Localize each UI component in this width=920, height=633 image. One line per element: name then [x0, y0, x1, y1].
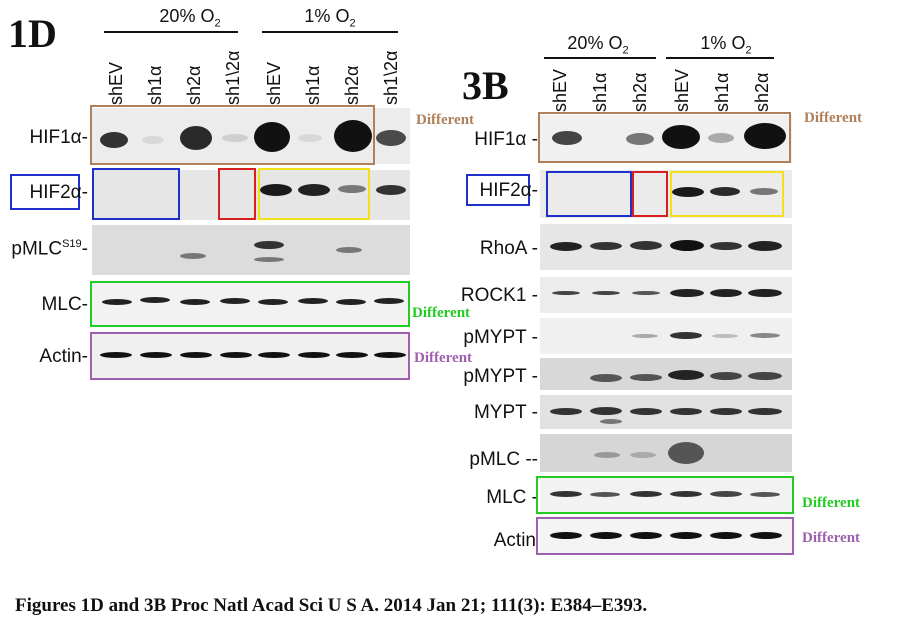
panel-3b-header-1: 1% O2 [700, 33, 752, 57]
panel-1d-blot-hif1a [92, 108, 410, 164]
panel-3b-mlc-different-tag: Different [802, 495, 861, 511]
panel-1d-mlc-highlight [90, 281, 410, 327]
panel-3b-blot-mlc [540, 478, 792, 512]
panel-1d-hif2a-label-box [10, 174, 80, 210]
panel-1d-row-mlc: MLC- [41, 294, 88, 315]
panel-3b-blot-pmypt2 [540, 358, 792, 390]
panel-1d-lane: sh2α [342, 65, 362, 105]
panel-1d-label: 1D [8, 11, 57, 56]
panel-1d-hif1a-different-tag: Different [416, 112, 475, 128]
panel-1d-lane: shEV [106, 61, 126, 105]
panel-3b-row-hif2a: HIF2α- [479, 180, 539, 201]
panel-1d-hif2a-yellow-highlight [258, 168, 370, 220]
figure-caption: Figures 1D and 3B Proc Natl Acad Sci U S… [15, 595, 648, 616]
panel-1d-row-hif1a: HIF1α- [29, 127, 89, 148]
panel-1d-mlc-different-tag: Different [412, 305, 471, 321]
panel-3b-blot-hif1a [540, 115, 792, 163]
panel-3b-label: 3B [462, 63, 509, 108]
panel-3b-lane: sh1α [590, 72, 610, 112]
panel-1d-row-pmlc: pMLCS19- [11, 238, 88, 260]
panel-3b-lane: shEV [672, 68, 692, 112]
panel-3b-actin-different-tag: Different [802, 530, 861, 546]
panel-3b-header-20-line [544, 57, 656, 59]
panel-3b-blot-rhoa [540, 224, 792, 270]
panel-3b-hif2a-red-highlight [632, 171, 668, 217]
panel-1d-row-hif2a: HIF2α- [29, 182, 89, 203]
panel-3b-lane: sh1α [712, 72, 732, 112]
panel-3b-blot-pmlc [540, 434, 792, 472]
panel-1d-lane: sh2α [184, 65, 204, 105]
panel-3b-row-rhoa: RhoA - [479, 238, 538, 259]
panel-3b-hif1a-highlight [538, 112, 791, 163]
panel-1d-lane: sh1\2α [223, 50, 243, 105]
panel-1d-blot-actin [92, 334, 410, 378]
panel-1d-lane: shEV [264, 61, 284, 105]
panel-1d-header-20: 20% O2 [159, 6, 221, 30]
panel-3b-blot-mypt [540, 395, 792, 429]
panel-1d-lane: sh1α [303, 65, 323, 105]
panel-3b-row-rock1: ROCK1 - [460, 285, 538, 306]
panel-1d-blot-pmlc [92, 225, 410, 275]
panel-3b-hif2a-yellow-highlight [670, 171, 784, 217]
panel-3b-mlc-highlight [536, 476, 794, 514]
panel-3b-lane: shEV [550, 68, 570, 112]
panel-1d-blot-hif2a [92, 170, 410, 220]
panel-1d-actin-different-tag: Different [414, 350, 473, 366]
panel-1d-header-1: 1% O2 [304, 6, 356, 30]
panel-3b-row-mlc: MLC - [486, 487, 538, 508]
panel-3b-hif1a-different-tag: Different [804, 110, 863, 126]
panel-3b-hif2a-blue-highlight [546, 171, 632, 217]
panel-1d-hif1a-highlight [90, 105, 375, 165]
panel-1d-row-actin: Actin- [39, 346, 88, 367]
panel-3b-row-mypt: MYPT - [473, 402, 538, 423]
panel-1d-hif2a-red-highlight [218, 168, 256, 220]
panel-1d-header-1-line [262, 31, 398, 33]
panel-1d-header-20-line [104, 31, 238, 33]
panel-1d-blot-mlc [92, 283, 410, 325]
panel-1d-hif2a-blue-highlight [92, 168, 180, 220]
panel-3b-lane: sh2α [630, 72, 650, 112]
panel-3b-lane: sh2α [752, 72, 772, 112]
panel-3b-row-pmypt2: pMYPT - [463, 366, 538, 387]
panel-3b-blot-pmypt1 [540, 318, 792, 354]
panel-3b-row-hif1a: HIF1α - [474, 129, 538, 150]
panel-3b-header-1-line [666, 57, 774, 59]
panel-3b-actin-highlight [536, 517, 794, 555]
panel-1d-lane: sh1α [145, 65, 165, 105]
panel-1d-lane: sh1\2α [381, 50, 401, 105]
panel-3b-row-pmlc: pMLC -- [469, 449, 538, 470]
panel-3b-row-actin: Actin [493, 530, 536, 551]
panel-3b-row-pmypt1: pMYPT - [463, 327, 538, 348]
panel-3b-blot-actin [540, 518, 792, 554]
panel-3b-header-20: 20% O2 [567, 33, 629, 57]
panel-1d-actin-highlight [90, 332, 410, 380]
panel-3b-blot-rock1 [540, 277, 792, 313]
panel-3b-hif2a-label-box [466, 174, 530, 206]
